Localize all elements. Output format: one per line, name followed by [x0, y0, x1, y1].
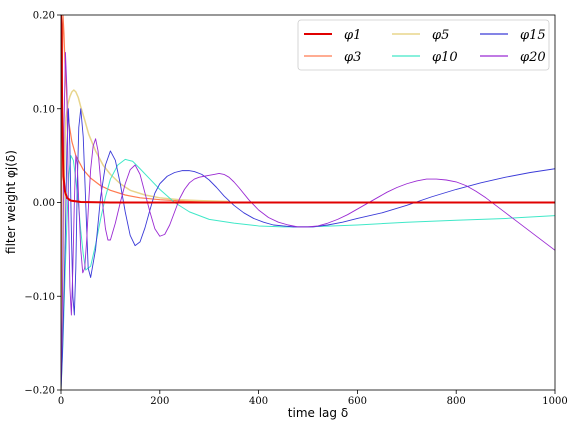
legend-label: φ5 — [432, 28, 449, 43]
x-tick-label: 600 — [348, 396, 367, 407]
legend-label: φ3 — [344, 50, 361, 65]
y-tick-label: −0.20 — [24, 386, 55, 397]
legend-box — [297, 19, 550, 71]
y-axis-label: filter weight φj(δ) — [4, 150, 18, 254]
y-tick-label: 0.20 — [33, 11, 55, 22]
y-tick-label: 0.00 — [33, 198, 55, 209]
series-line-6 — [61, 52, 555, 390]
y-tick-label: −0.10 — [24, 292, 55, 303]
axes-layer: 0 200 400 600 800 1000 −0.20 −0.10 0.00 0.10 0.20 — [24, 11, 567, 408]
legend-label: φ15 — [520, 28, 546, 43]
y-tick-label: 0.10 — [33, 104, 55, 115]
x-tick-label: 0 — [58, 396, 64, 407]
series-line-5 — [61, 108, 555, 390]
x-tick-label: 1000 — [542, 396, 567, 407]
legend: φ1 φ3 φ5 φ10 φ15 φ20 — [297, 19, 550, 71]
legend-label: φ1 — [344, 28, 361, 43]
x-tick-label: 200 — [150, 396, 169, 407]
series-line-3 — [61, 89, 229, 390]
legend-label: φ20 — [520, 50, 546, 65]
legend-label: φ10 — [432, 50, 458, 65]
series-layer — [61, 15, 555, 390]
series-line-4 — [61, 155, 555, 390]
x-axis-label: time lag δ — [288, 406, 348, 420]
x-tick-label: 400 — [249, 396, 268, 407]
x-tick-label: 800 — [447, 396, 466, 407]
series-line-1 — [61, 15, 555, 204]
